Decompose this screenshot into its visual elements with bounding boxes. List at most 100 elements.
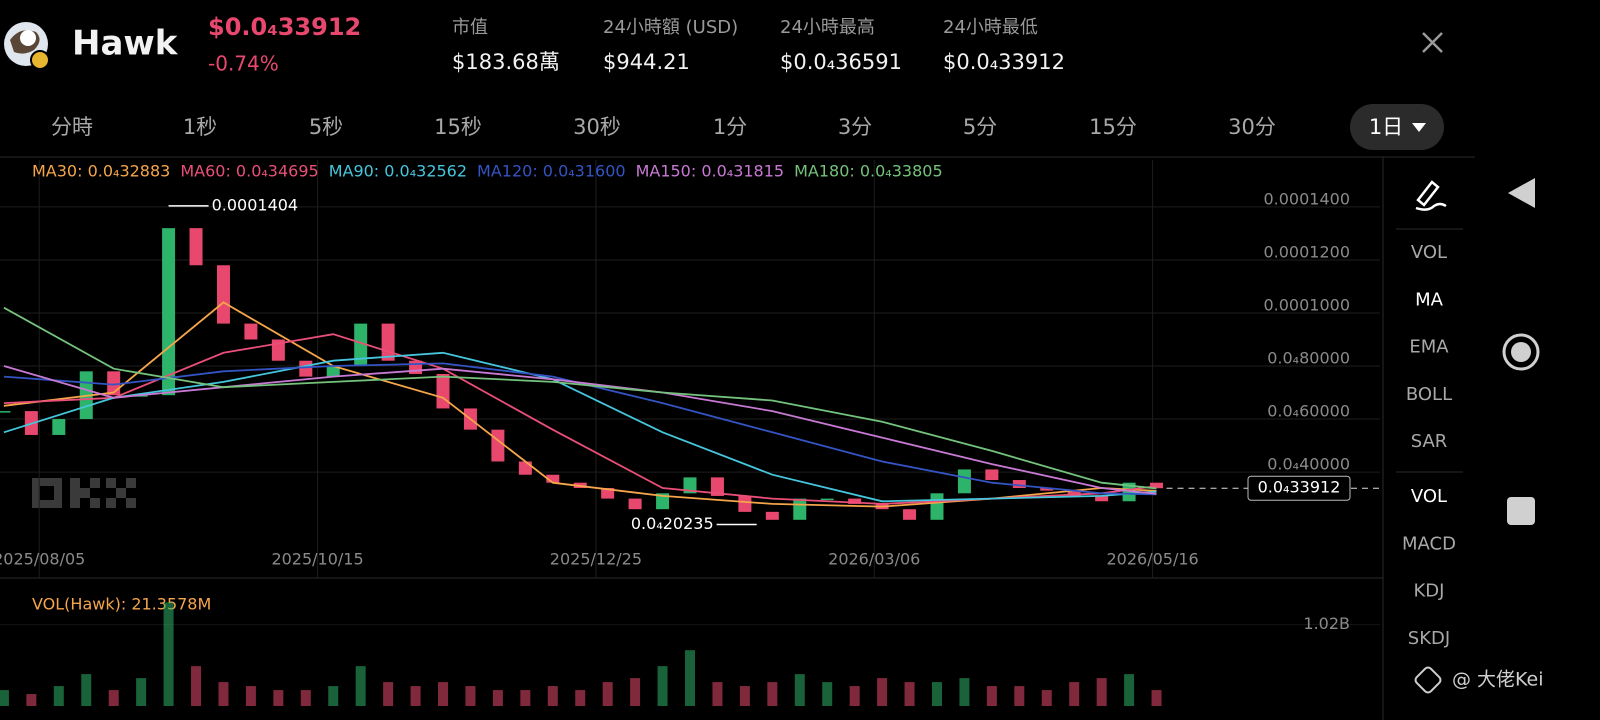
- volume-bar: [328, 686, 339, 706]
- nav-recents[interactable]: [1507, 497, 1535, 525]
- volume-title: VOL(Hawk): 21.3578M: [32, 595, 211, 614]
- y-tick-label: 0.0001000: [1263, 295, 1350, 314]
- candle-body: [518, 461, 532, 475]
- annotation-label: 0.0001404: [212, 195, 299, 214]
- sub-indicator-tab[interactable]: VOL: [1411, 486, 1447, 507]
- volume-bar: [986, 686, 997, 706]
- stat-label: 24小時最高: [780, 17, 875, 38]
- volume-bar: [136, 678, 147, 706]
- volume-bar: [465, 686, 476, 706]
- candle-body: [1040, 487, 1054, 491]
- indicator-tab[interactable]: SAR: [1411, 431, 1448, 452]
- timeframe-tab[interactable]: 5分: [963, 115, 997, 139]
- volume-bar: [1014, 686, 1025, 706]
- candle-body: [710, 477, 724, 496]
- candle-body: [903, 509, 917, 520]
- candle-body: [1122, 482, 1136, 502]
- volume-bar: [959, 678, 970, 706]
- ma-line: [3, 362, 1157, 496]
- dropdown-caret[interactable]: [1412, 123, 1426, 132]
- timeframe-tab[interactable]: 5秒: [309, 115, 343, 139]
- volume-bar: [383, 682, 394, 706]
- volume-bar: [849, 686, 860, 706]
- timeframe-tab[interactable]: 15分: [1089, 115, 1137, 139]
- legend-entry: MA180: 0.0₄33805: [794, 162, 943, 181]
- candle-body: [162, 228, 176, 396]
- candle-body: [244, 323, 258, 340]
- candle-body: [52, 419, 66, 435]
- volume-bar: [931, 682, 942, 706]
- sub-indicator-tab[interactable]: MACD: [1402, 533, 1456, 554]
- timeframe-tab[interactable]: 1日: [1369, 115, 1403, 139]
- stat-label: 24小時最低: [943, 17, 1038, 38]
- nav-home[interactable]: [1502, 333, 1540, 371]
- volume-bar: [1069, 682, 1080, 706]
- indicator-tab[interactable]: EMA: [1409, 337, 1449, 358]
- timeframe-tab[interactable]: 1秒: [183, 115, 217, 139]
- candle-body: [0, 411, 11, 413]
- volume-bar: [767, 682, 778, 706]
- timeframe-tab[interactable]: 3分: [838, 115, 872, 139]
- volume-bar: [794, 674, 805, 706]
- volume-bar: [520, 690, 531, 706]
- candle-body: [409, 360, 423, 374]
- candle-body: [738, 495, 752, 512]
- x-tick-label: 2025/12/25: [550, 550, 642, 569]
- volume-bar: [657, 666, 668, 706]
- sub-indicator-tab[interactable]: SKDJ: [1408, 628, 1450, 649]
- stat-label: 市值: [452, 17, 488, 38]
- x-tick-label: 2025/08/05: [0, 550, 85, 569]
- legend-entry: MA120: 0.0₄31600: [477, 162, 626, 181]
- x-tick-label: 2026/03/06: [828, 550, 920, 569]
- legend-entry: MA90: 0.0₄32562: [329, 162, 467, 181]
- draw-tool[interactable]: [1415, 180, 1447, 211]
- candle-body: [601, 487, 615, 499]
- y-tick-label: 0.0₄40000: [1267, 455, 1350, 474]
- timeframe-tab[interactable]: 30分: [1228, 115, 1276, 139]
- timeframe-tab[interactable]: 1分: [713, 115, 747, 139]
- candle-body: [793, 498, 807, 520]
- close-button[interactable]: [1422, 32, 1443, 53]
- indicator-tab[interactable]: BOLL: [1406, 384, 1452, 405]
- volume-bar: [108, 690, 119, 706]
- ma-line: [3, 306, 1157, 490]
- token-avatar: [4, 22, 50, 70]
- x-tick-label: 2025/10/15: [271, 550, 363, 569]
- timeframe-tab[interactable]: 30秒: [573, 115, 621, 139]
- nav-back[interactable]: [1508, 178, 1535, 208]
- candle-body: [1067, 490, 1081, 496]
- candle-body: [546, 474, 560, 483]
- candle-body: [491, 429, 505, 462]
- candle-body: [985, 469, 999, 481]
- candle-body: [930, 493, 944, 520]
- watermark-icon: [1414, 666, 1442, 694]
- volume-bar: [1124, 674, 1135, 706]
- candle-body: [656, 493, 670, 510]
- timeframe-tab[interactable]: 15秒: [434, 115, 482, 139]
- volume-bar: [1151, 690, 1162, 706]
- watermark: @ 大佬Kei: [1452, 669, 1544, 691]
- sub-indicator-tab[interactable]: KDJ: [1414, 581, 1445, 602]
- volume-bar: [630, 678, 641, 706]
- indicator-tab[interactable]: MA: [1415, 289, 1444, 310]
- candle-body: [216, 265, 230, 324]
- annotation-label: 0.0₄20235: [631, 514, 714, 533]
- candle-body: [957, 469, 971, 494]
- y-tick-label: 0.0₄60000: [1267, 402, 1350, 421]
- token-price: $0.0₄33912: [208, 13, 361, 41]
- ma-line: [3, 365, 1157, 495]
- timeframe-tab[interactable]: 分時: [51, 115, 93, 139]
- volume-bar: [602, 682, 613, 706]
- stat-value: $183.68萬: [452, 50, 560, 74]
- candle-body: [820, 498, 834, 501]
- volume-bar: [0, 690, 9, 706]
- candle-body: [848, 498, 862, 504]
- candle-body: [299, 360, 313, 377]
- candle-body: [189, 228, 203, 266]
- volume-bar: [575, 690, 586, 706]
- candle-body: [436, 373, 450, 409]
- indicator-tab[interactable]: VOL: [1411, 242, 1447, 263]
- legend-entry: MA60: 0.0₄34695: [180, 162, 318, 181]
